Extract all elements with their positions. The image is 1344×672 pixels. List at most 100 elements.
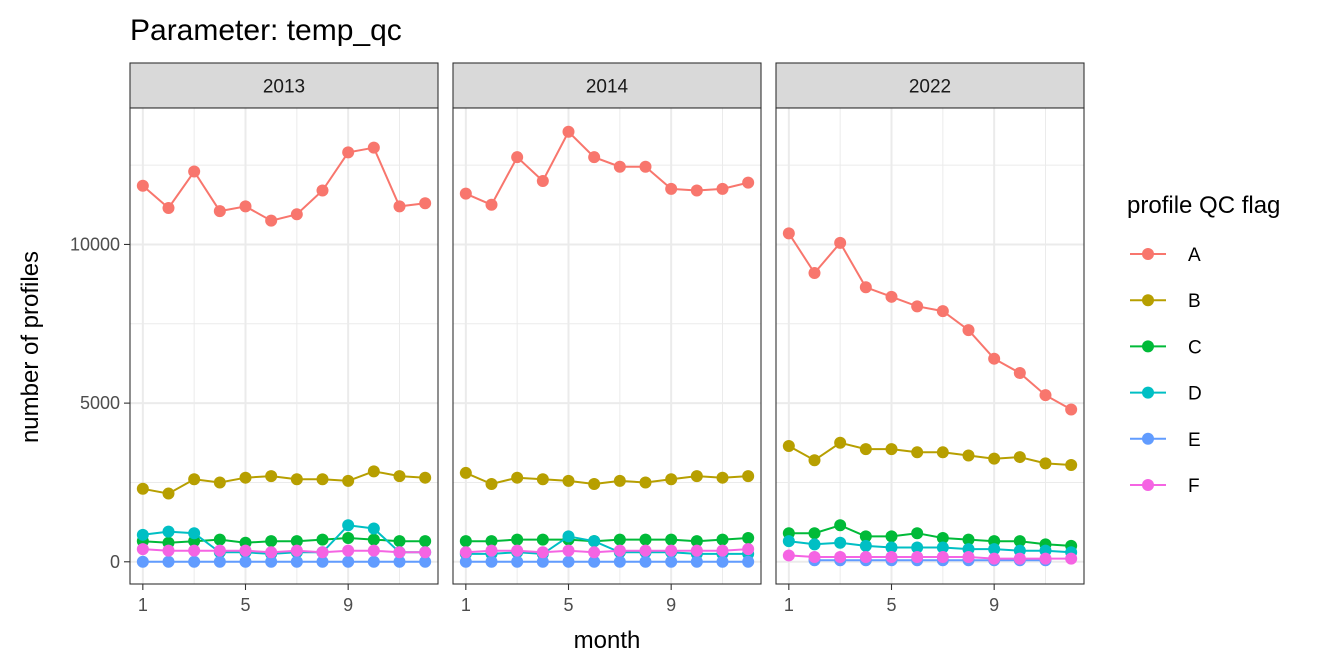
x-tick-label: 9 <box>989 595 999 615</box>
data-point-D <box>911 541 924 554</box>
data-point-C <box>393 535 406 548</box>
data-point-F <box>690 544 703 557</box>
data-point-B <box>988 452 1001 465</box>
data-point-A <box>213 205 226 218</box>
series-F <box>136 543 432 559</box>
data-point-C <box>639 533 652 546</box>
data-point-B <box>213 476 226 489</box>
legend-title: profile QC flag <box>1127 192 1280 219</box>
y-axis-title: number of profiles <box>17 251 44 443</box>
data-point-D <box>988 543 1001 556</box>
data-point-E <box>485 555 498 568</box>
data-point-F <box>393 546 406 559</box>
data-point-B <box>290 473 303 486</box>
data-point-C <box>511 533 524 546</box>
data-point-C <box>316 533 329 546</box>
data-point-B <box>342 474 355 487</box>
series-line-A <box>142 146 426 222</box>
data-point-A <box>936 305 949 318</box>
series-A <box>459 125 755 211</box>
data-point-D <box>834 536 847 549</box>
data-point-D <box>588 535 601 548</box>
legend-entry-B: B <box>1130 291 1201 312</box>
legend-label: C <box>1188 337 1202 358</box>
facet-strip <box>129 62 439 109</box>
legend-key-point <box>1142 248 1154 260</box>
x-tick-label: 5 <box>563 595 573 615</box>
data-point-C <box>808 527 821 540</box>
data-point-F <box>962 551 975 564</box>
data-point-A <box>911 300 924 313</box>
facet-strip <box>775 62 1085 109</box>
data-point-B <box>459 466 472 479</box>
data-point-C <box>936 531 949 544</box>
data-point-E <box>213 555 226 568</box>
legend-label: E <box>1188 430 1201 451</box>
data-point-B <box>690 470 703 483</box>
x-tick-label: 1 <box>461 595 471 615</box>
data-point-A <box>393 200 406 213</box>
data-point-D <box>562 530 575 543</box>
data-point-A <box>316 184 329 197</box>
data-point-A <box>859 281 872 294</box>
data-point-E <box>265 555 278 568</box>
data-point-F <box>885 551 898 564</box>
data-point-F <box>1013 552 1026 565</box>
data-point-B <box>536 473 549 486</box>
data-point-B <box>162 487 175 500</box>
data-point-F <box>162 544 175 557</box>
data-point-E <box>665 555 678 568</box>
data-point-B <box>639 476 652 489</box>
legend-label: F <box>1188 476 1200 497</box>
series-E <box>136 555 432 568</box>
legend-key-point <box>1142 294 1154 307</box>
panel-border <box>129 107 439 585</box>
data-point-D <box>162 525 175 538</box>
series-B <box>459 466 755 491</box>
data-point-F <box>911 551 924 564</box>
x-tick-label: 9 <box>666 595 676 615</box>
data-point-F <box>290 544 303 557</box>
legend-label: B <box>1188 291 1201 312</box>
data-point-C <box>290 535 303 548</box>
panel-border <box>452 107 762 585</box>
data-point-E <box>342 555 355 568</box>
data-point-B <box>613 474 626 487</box>
data-point-D <box>936 541 949 554</box>
panel-2013: 2013 1 5 9 0 5000 10000 <box>70 62 439 615</box>
data-point-F <box>613 544 626 557</box>
legend-entry-F: F <box>1130 476 1200 497</box>
series-F <box>782 549 1078 565</box>
legend-entry-E: E <box>1130 430 1201 451</box>
data-point-F <box>936 551 949 564</box>
data-point-F <box>485 544 498 557</box>
facet-strip-label: 2013 <box>263 77 305 98</box>
data-point-F <box>588 546 601 559</box>
data-point-E <box>511 555 524 568</box>
legend-entry-C: C <box>1130 337 1202 358</box>
legend-entry-A: A <box>1130 245 1201 266</box>
data-point-F <box>239 544 252 557</box>
x-tick-label: 5 <box>240 595 250 615</box>
data-point-F <box>136 543 149 556</box>
data-point-A <box>562 125 575 138</box>
y-tick-label: 0 <box>110 552 120 572</box>
data-point-F <box>562 544 575 557</box>
data-point-B <box>393 470 406 483</box>
series-F <box>459 543 755 559</box>
data-point-C <box>665 533 678 546</box>
data-point-C <box>1013 535 1026 548</box>
data-point-C <box>613 533 626 546</box>
data-point-C <box>885 530 898 543</box>
panel-2014: 2014 1 5 9 <box>452 62 762 615</box>
data-point-A <box>511 151 524 164</box>
data-point-B <box>588 478 601 491</box>
legend-label: A <box>1188 245 1201 266</box>
data-point-A <box>742 176 755 189</box>
data-point-F <box>988 552 1001 565</box>
legend: profile QC flag A B C D E F <box>1127 192 1280 497</box>
legend-key-point <box>1142 386 1154 399</box>
data-point-A <box>1039 389 1052 402</box>
data-point-B <box>716 471 729 484</box>
series-E <box>459 555 755 568</box>
